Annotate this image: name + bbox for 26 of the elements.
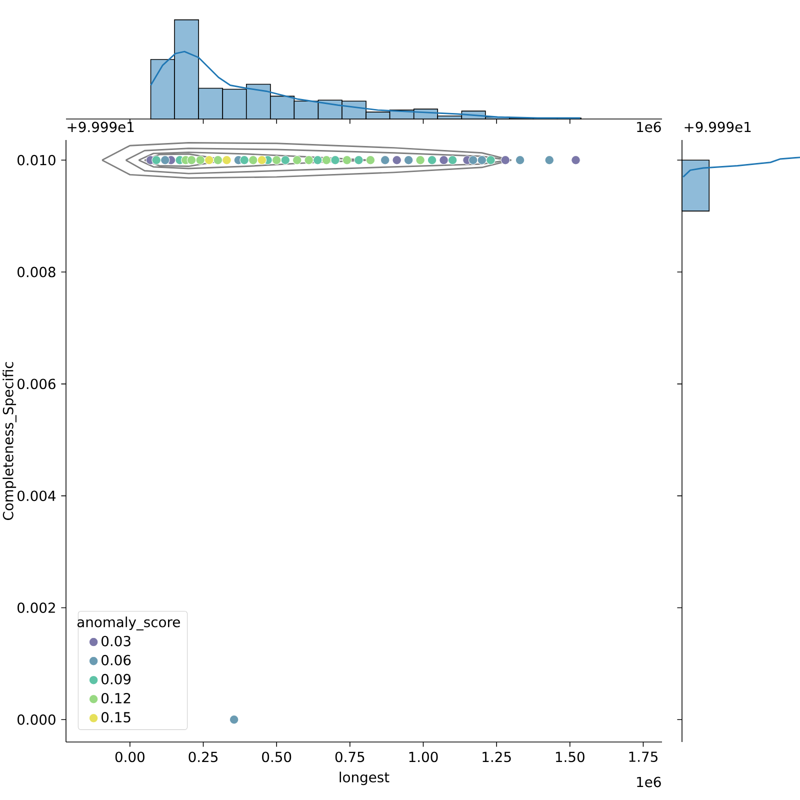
x-tick-label: 1.25 [482, 752, 511, 762]
x-tick-label: 1.00 [409, 752, 438, 762]
x-tick-label: 1.50 [556, 752, 584, 762]
text: 1e6 [637, 776, 661, 788]
legend-label: 0.09 [102, 674, 131, 684]
legend-label: 0.15 [102, 712, 130, 722]
y-tick-label: 0.002 [18, 602, 55, 613]
y-tick-label: 0.008 [18, 266, 56, 278]
legend-label: 0.03 [102, 636, 130, 646]
text: 1e6 [637, 122, 661, 132]
x-tick-label: 0.50 [262, 752, 292, 762]
legend-label: 0.12 [102, 692, 130, 704]
y-tick-label: 0.010 [18, 154, 56, 166]
x-tick-label: 0.00 [115, 752, 144, 762]
y-axis-title: Completeness_Specific [2, 362, 16, 520]
y-tick-label: 0.000 [18, 714, 56, 725]
x-tick-label: 0.75 [335, 752, 364, 762]
y-tick-label: 0.006 [18, 378, 56, 390]
legend-title: anomaly_score [77, 616, 180, 630]
x-axis-title: longest [340, 772, 390, 786]
text: +9.999e1 [684, 122, 751, 132]
x-tick-label: 1.75 [629, 752, 658, 762]
y-tick-label: 0.004 [18, 490, 56, 502]
x-tick-label: 0.25 [188, 752, 218, 762]
text: +9.999e1 [68, 122, 134, 132]
legend-label: 0.06 [102, 654, 131, 666]
